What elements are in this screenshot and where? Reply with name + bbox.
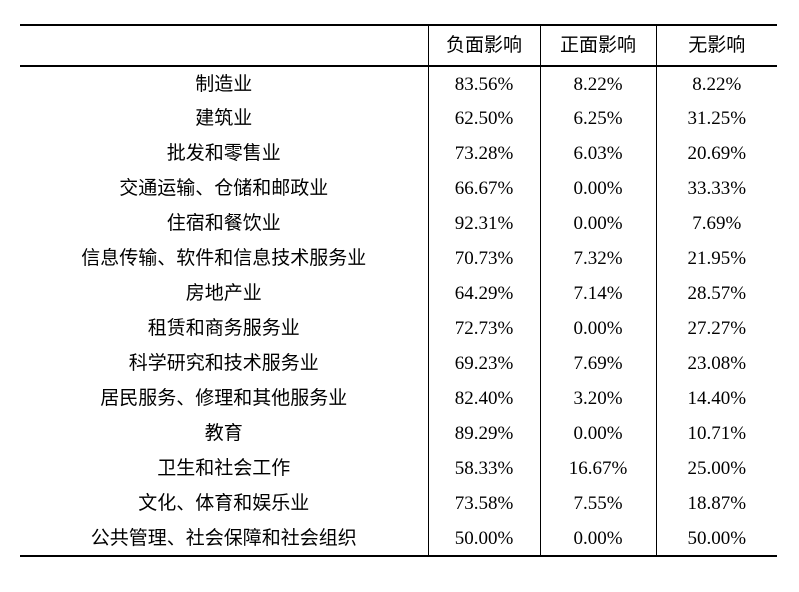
header-positive-impact: 正面影响 bbox=[539, 25, 656, 66]
table-row: 住宿和餐饮业 92.31% 0.00% 7.69% bbox=[20, 206, 777, 241]
industry-label: 批发和零售业 bbox=[166, 143, 281, 164]
percentage-value: 62.50% bbox=[427, 101, 540, 136]
percentage-value: 20.69% bbox=[655, 136, 777, 171]
table-row: 制造业 83.56% 8.22% 8.22% bbox=[20, 66, 777, 101]
percentage-value: 27.27% bbox=[655, 311, 777, 346]
industry-label: 制造业 bbox=[195, 73, 253, 95]
percentage-value: 21.95% bbox=[655, 241, 777, 276]
percentage-value: 0.00% bbox=[539, 416, 656, 451]
table-row: 卫生和社会工作 58.33% 16.67% 25.00% bbox=[20, 451, 777, 486]
percentage-value: 92.31% bbox=[427, 206, 540, 241]
percentage-value: 0.00% bbox=[539, 171, 656, 206]
percentage-value: 7.32% bbox=[539, 241, 656, 276]
industry-label: 卫生和社会工作 bbox=[157, 458, 291, 479]
table-row: 交通运输、仓储和邮政业 66.67% 0.00% 33.33% bbox=[20, 171, 777, 206]
table-row: 文化、体育和娱乐业 73.58% 7.55% 18.87% bbox=[20, 486, 777, 521]
industry-label: 文化、体育和娱乐业 bbox=[138, 493, 310, 514]
percentage-value: 16.67% bbox=[539, 451, 656, 486]
percentage-value: 82.40% bbox=[427, 381, 540, 416]
industry-label: 交通运输、仓储和邮政业 bbox=[119, 178, 329, 199]
table-body: 制造业 83.56% 8.22% 8.22% 建筑业 62.50% 6.25% 31.25% 批… bbox=[20, 66, 777, 556]
percentage-value: 23.08% bbox=[655, 346, 777, 381]
table-row: 信息传输、软件和信息技术服务业 70.73% 7.32% 21.95% bbox=[20, 241, 777, 276]
percentage-value: 72.73% bbox=[427, 311, 540, 346]
header-row: 负面影响 正面影响 无影响 bbox=[20, 25, 777, 66]
percentage-value: 7.69% bbox=[655, 206, 777, 241]
percentage-value: 6.03% bbox=[539, 136, 656, 171]
percentage-value: 28.57% bbox=[655, 276, 777, 311]
percentage-value: 50.00% bbox=[655, 521, 777, 556]
percentage-value: 64.29% bbox=[427, 276, 540, 311]
percentage-value: 8.22% bbox=[655, 66, 777, 101]
percentage-value: 14.40% bbox=[655, 381, 777, 416]
percentage-value: 25.00% bbox=[655, 451, 777, 486]
header-no-impact: 无影响 bbox=[655, 25, 777, 66]
percentage-value: 8.22% bbox=[539, 66, 656, 101]
table-row: 租赁和商务服务业 72.73% 0.00% 27.27% bbox=[20, 311, 777, 346]
table-row: 批发和零售业 73.28% 6.03% 20.69% bbox=[20, 136, 777, 171]
industry-label: 信息传输、软件和信息技术服务业 bbox=[81, 248, 367, 269]
industry-label: 教育 bbox=[204, 423, 243, 444]
percentage-value: 7.55% bbox=[539, 486, 656, 521]
table-row: 居民服务、修理和其他服务业 82.40% 3.20% 14.40% bbox=[20, 381, 777, 416]
percentage-value: 83.56% bbox=[427, 66, 540, 101]
impact-table: 负面影响 正面影响 无影响 制造业 83.56% 8.22% 8.22% 建筑业 62.5… bbox=[20, 24, 777, 557]
percentage-value: 31.25% bbox=[655, 101, 777, 136]
percentage-value: 73.58% bbox=[427, 486, 540, 521]
percentage-value: 73.28% bbox=[427, 136, 540, 171]
industry-label: 居民服务、修理和其他服务业 bbox=[100, 388, 348, 409]
percentage-value: 0.00% bbox=[539, 521, 656, 556]
percentage-value: 0.00% bbox=[539, 311, 656, 346]
header-negative-impact: 负面影响 bbox=[427, 25, 540, 66]
percentage-value: 6.25% bbox=[539, 101, 656, 136]
industry-label: 建筑业 bbox=[195, 108, 253, 129]
industry-label: 科学研究和技术服务业 bbox=[128, 353, 319, 374]
header-industry-blank bbox=[20, 25, 428, 66]
percentage-value: 0.00% bbox=[539, 206, 656, 241]
percentage-value: 18.87% bbox=[655, 486, 777, 521]
percentage-value: 70.73% bbox=[427, 241, 540, 276]
table-row: 科学研究和技术服务业 69.23% 7.69% 23.08% bbox=[20, 346, 777, 381]
percentage-value: 33.33% bbox=[655, 171, 777, 206]
table-row: 公共管理、社会保障和社会组织 50.00% 0.00% 50.00% bbox=[20, 521, 777, 556]
industry-label: 租赁和商务服务业 bbox=[147, 318, 300, 339]
percentage-value: 10.71% bbox=[655, 416, 777, 451]
percentage-value: 69.23% bbox=[427, 346, 540, 381]
percentage-value: 58.33% bbox=[427, 451, 540, 486]
table-row: 房地产业 64.29% 7.14% 28.57% bbox=[20, 276, 777, 311]
industry-label: 住宿和餐饮业 bbox=[166, 213, 281, 234]
percentage-value: 7.14% bbox=[539, 276, 656, 311]
industry-label: 房地产业 bbox=[185, 283, 262, 304]
table-row: 教育 89.29% 0.00% 10.71% bbox=[20, 416, 777, 451]
industry-label: 公共管理、社会保障和社会组织 bbox=[90, 527, 357, 549]
percentage-value: 50.00% bbox=[427, 521, 540, 556]
percentage-value: 3.20% bbox=[539, 381, 656, 416]
table-row: 建筑业 62.50% 6.25% 31.25% bbox=[20, 101, 777, 136]
percentage-value: 89.29% bbox=[427, 416, 540, 451]
percentage-value: 7.69% bbox=[539, 346, 656, 381]
percentage-value: 66.67% bbox=[427, 171, 540, 206]
